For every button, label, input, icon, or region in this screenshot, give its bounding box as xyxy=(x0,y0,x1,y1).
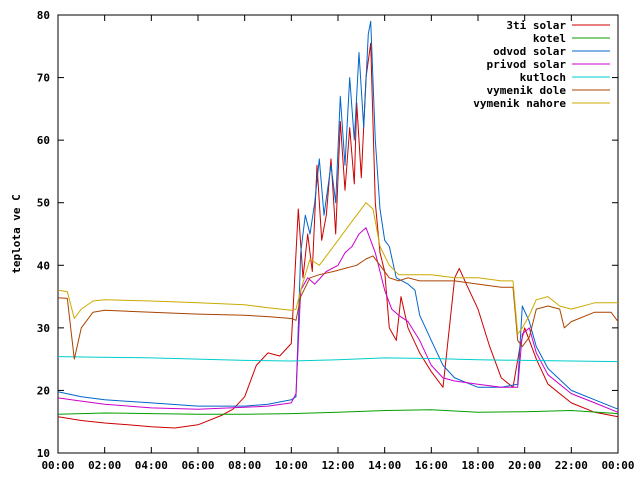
axis-ticks: 10 20 30 40 50 60 70 80 00:00 02:00 04:00 06:00 08:0… xyxy=(37,9,635,472)
x-tick-label: 16:00 xyxy=(415,459,448,472)
x-tick-label: 14:00 xyxy=(368,459,401,472)
legend-label: vymenik dole xyxy=(487,84,567,97)
x-tick-label: 00:00 xyxy=(41,459,74,472)
series-line-privod-solar xyxy=(57,227,619,413)
y-tick-label: 80 xyxy=(37,9,50,22)
x-tick-label: 02:00 xyxy=(88,459,121,472)
series-line-vymenik-dole xyxy=(57,255,619,360)
legend-label: 3ti solar xyxy=(506,19,566,32)
x-tick-label: 00:00 xyxy=(601,459,634,472)
x-tick-label: 18:00 xyxy=(461,459,494,472)
y-tick-label: 60 xyxy=(37,134,50,147)
x-tick-label: 06:00 xyxy=(181,459,214,472)
x-tick-label: 12:00 xyxy=(321,459,354,472)
x-tick-label: 20:00 xyxy=(508,459,541,472)
series-line-vymenik-nahore xyxy=(57,202,618,335)
x-tick-label: 08:00 xyxy=(228,459,261,472)
legend-label: odvod solar xyxy=(493,45,566,58)
legend-label: vymenik nahore xyxy=(473,97,566,110)
y-tick-label: 10 xyxy=(37,447,50,460)
x-tick-label: 04:00 xyxy=(135,459,168,472)
x-tick-label: 22:00 xyxy=(555,459,588,472)
series-line-kutloch xyxy=(57,356,619,363)
y-tick-label: 20 xyxy=(37,384,50,397)
legend-label: kutloch xyxy=(520,71,566,84)
y-tick-label: 30 xyxy=(37,322,50,335)
y-axis-label: teplota ve C xyxy=(10,194,23,273)
x-tick-label: 10:00 xyxy=(275,459,308,472)
series-layer xyxy=(57,20,619,429)
y-tick-label: 70 xyxy=(37,72,50,85)
legend-label: privod solar xyxy=(487,58,567,71)
y-tick-label: 50 xyxy=(37,197,50,210)
y-tick-label: 40 xyxy=(37,259,50,272)
legend-label: kotel xyxy=(533,32,566,45)
series-line-kotel xyxy=(57,409,619,415)
